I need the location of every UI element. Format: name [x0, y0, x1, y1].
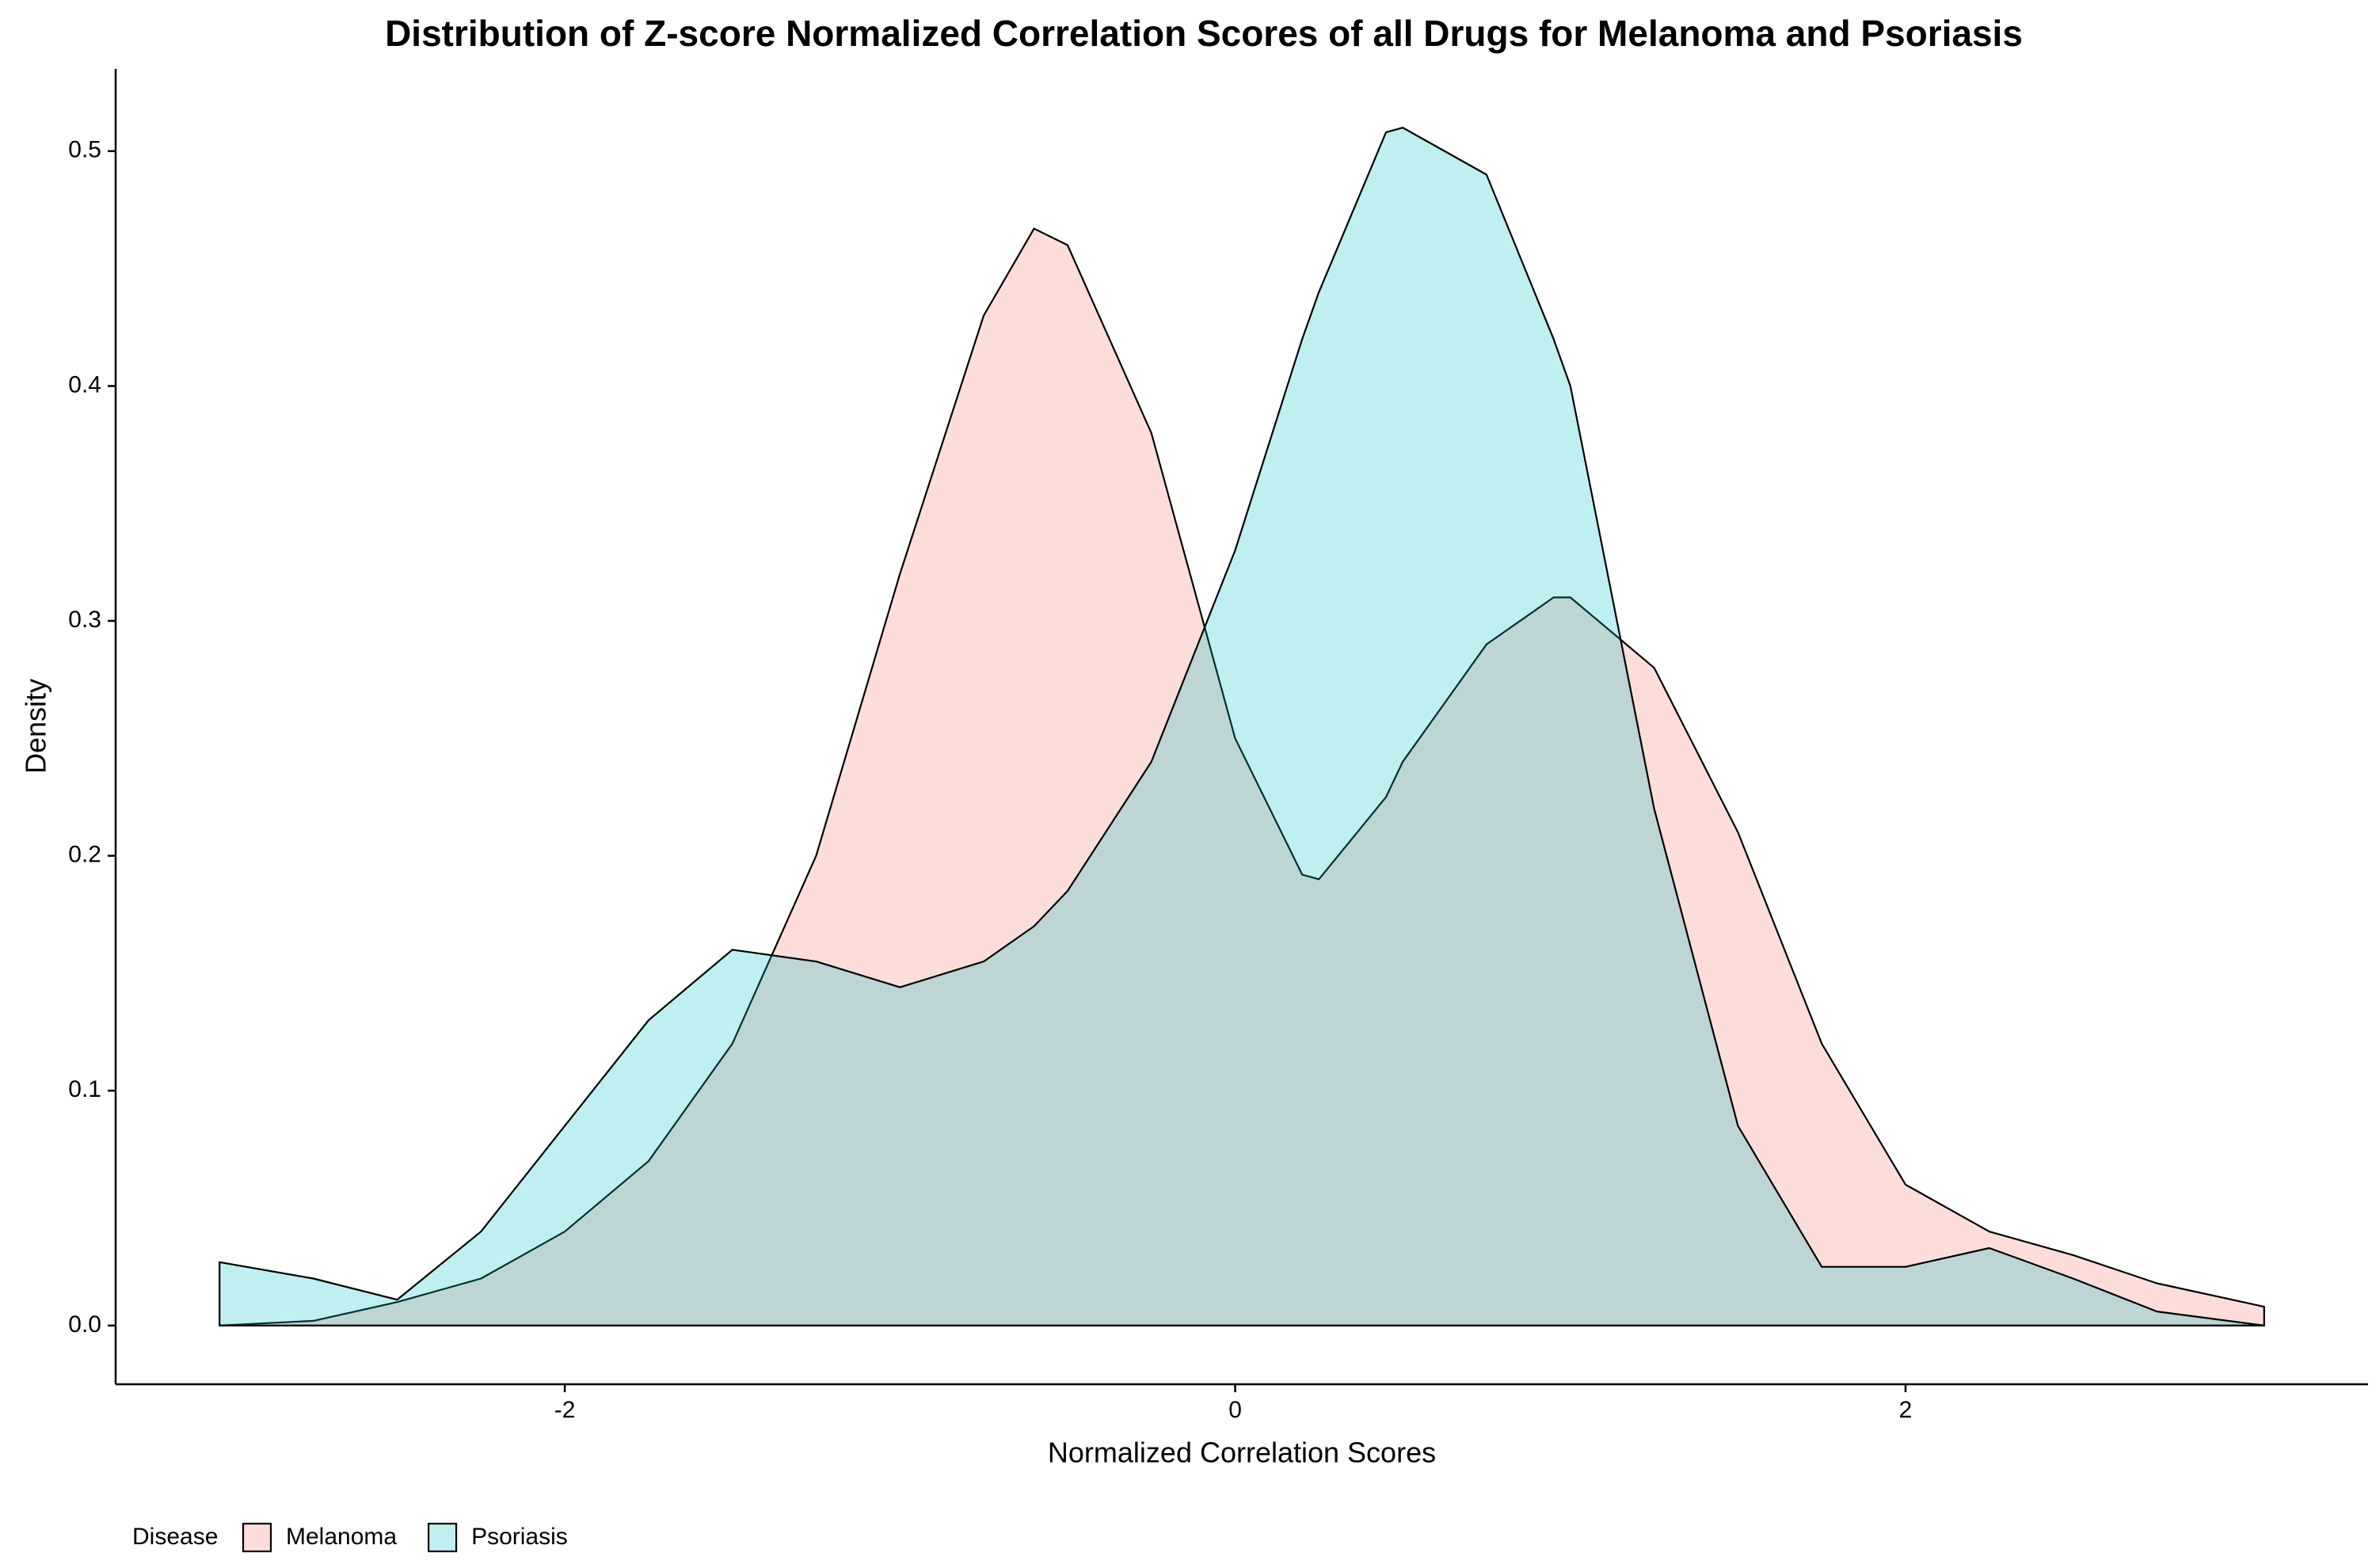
- y-tick-label: 0.3: [68, 607, 101, 633]
- legend-label: Psoriasis: [471, 1524, 568, 1550]
- x-tick-label: 0: [1228, 1397, 1242, 1423]
- legend-label: Melanoma: [286, 1524, 397, 1550]
- y-tick-label: 0.1: [68, 1076, 101, 1102]
- density-area: [219, 127, 2265, 1326]
- y-axis-title: Density: [20, 679, 52, 774]
- y-tick-label: 0.0: [68, 1311, 101, 1338]
- legend-key: [427, 1522, 458, 1553]
- y-tick-label: 0.4: [68, 371, 101, 398]
- x-axis-title: Normalized Correlation Scores: [1048, 1437, 1436, 1469]
- x-tick-label: 2: [1899, 1397, 1913, 1423]
- legend-key: [242, 1522, 272, 1553]
- chart-title: Distribution of Z-score Normalized Corre…: [385, 13, 2023, 54]
- density-area: [219, 227, 2265, 1326]
- x-tick-label: -2: [554, 1397, 576, 1423]
- y-tick-label: 0.2: [68, 842, 101, 868]
- legend-title: Disease: [132, 1524, 218, 1550]
- y-tick-label: 0.5: [68, 137, 101, 163]
